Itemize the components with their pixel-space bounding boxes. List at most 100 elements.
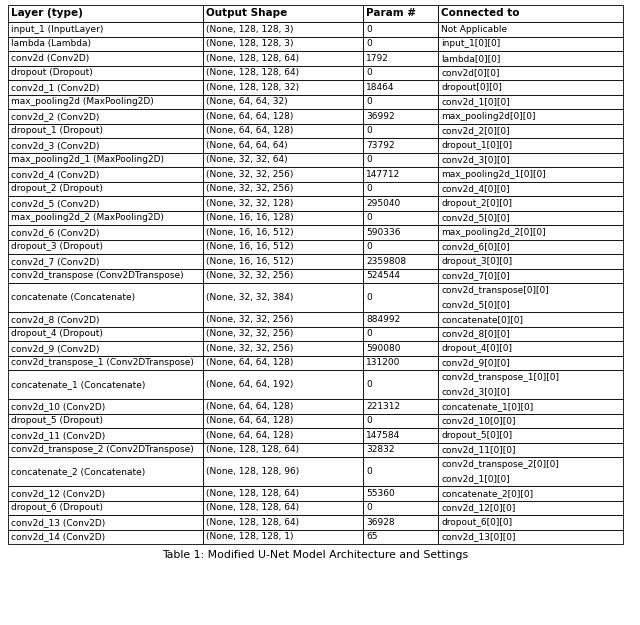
Bar: [363, 181, 438, 196]
Text: conv2d_10[0][0]: conv2d_10[0][0]: [441, 416, 515, 425]
Bar: [8, 94, 203, 109]
Text: 147712: 147712: [366, 170, 400, 179]
Bar: [363, 22, 438, 36]
Text: 0: 0: [366, 293, 372, 302]
Bar: [438, 239, 623, 254]
Bar: [363, 515, 438, 529]
Text: 0: 0: [366, 68, 372, 78]
Bar: [8, 428, 203, 442]
Text: dropout_6 (Dropout): dropout_6 (Dropout): [11, 503, 103, 512]
Bar: [438, 167, 623, 181]
Text: 884992: 884992: [366, 315, 400, 324]
Bar: [438, 269, 623, 283]
Bar: [203, 399, 363, 414]
Text: (None, 128, 128, 64): (None, 128, 128, 64): [206, 68, 299, 78]
Bar: [203, 138, 363, 152]
Text: conv2d_5[0][0]: conv2d_5[0][0]: [441, 213, 509, 222]
Bar: [363, 312, 438, 326]
Bar: [363, 196, 438, 211]
Bar: [438, 356, 623, 370]
Text: conv2d_9 (Conv2D): conv2d_9 (Conv2D): [11, 344, 99, 352]
Bar: [363, 211, 438, 225]
Text: (None, 16, 16, 512): (None, 16, 16, 512): [206, 228, 294, 237]
Text: conv2d_transpose (Conv2DTranspose): conv2d_transpose (Conv2DTranspose): [11, 271, 184, 280]
Bar: [438, 341, 623, 356]
Text: (None, 128, 128, 64): (None, 128, 128, 64): [206, 445, 299, 454]
Bar: [438, 399, 623, 414]
Bar: [203, 529, 363, 544]
Text: conv2d_6 (Conv2D): conv2d_6 (Conv2D): [11, 228, 99, 237]
Text: max_pooling2d[0][0]: max_pooling2d[0][0]: [441, 112, 536, 121]
Bar: [203, 94, 363, 109]
Text: 590336: 590336: [366, 228, 401, 237]
Bar: [8, 326, 203, 341]
Bar: [203, 80, 363, 94]
Bar: [363, 269, 438, 283]
Text: (None, 128, 128, 64): (None, 128, 128, 64): [206, 518, 299, 527]
Text: dropout_3[0][0]: dropout_3[0][0]: [441, 257, 512, 266]
Bar: [8, 22, 203, 36]
Text: (None, 64, 64, 128): (None, 64, 64, 128): [206, 416, 293, 425]
Bar: [203, 196, 363, 211]
Bar: [203, 109, 363, 124]
Text: conv2d_13[0][0]: conv2d_13[0][0]: [441, 532, 515, 541]
Text: 0: 0: [366, 39, 372, 48]
Text: 0: 0: [366, 126, 372, 135]
Bar: [8, 356, 203, 370]
Bar: [363, 341, 438, 356]
Bar: [363, 80, 438, 94]
Text: concatenate_2 (Concatenate): concatenate_2 (Concatenate): [11, 467, 145, 476]
Bar: [8, 414, 203, 428]
Text: conv2d_10 (Conv2D): conv2d_10 (Conv2D): [11, 402, 105, 411]
Text: 0: 0: [366, 155, 372, 164]
Bar: [363, 501, 438, 515]
Text: Table 1: Modified U-Net Model Architecture and Settings: Table 1: Modified U-Net Model Architectu…: [163, 550, 468, 560]
Text: (None, 128, 128, 64): (None, 128, 128, 64): [206, 54, 299, 62]
Bar: [8, 442, 203, 457]
Text: dropout_5 (Dropout): dropout_5 (Dropout): [11, 416, 103, 425]
Text: (None, 64, 64, 192): (None, 64, 64, 192): [206, 380, 293, 389]
Text: 1792: 1792: [366, 54, 389, 62]
Text: 73792: 73792: [366, 141, 395, 150]
Text: 55360: 55360: [366, 489, 395, 498]
Bar: [363, 5, 438, 22]
Bar: [8, 269, 203, 283]
Bar: [438, 181, 623, 196]
Text: (None, 64, 64, 128): (None, 64, 64, 128): [206, 431, 293, 440]
Bar: [438, 414, 623, 428]
Bar: [203, 326, 363, 341]
Bar: [8, 5, 203, 22]
Text: dropout_4 (Dropout): dropout_4 (Dropout): [11, 329, 103, 338]
Bar: [203, 124, 363, 138]
Bar: [363, 152, 438, 167]
Text: (None, 32, 32, 256): (None, 32, 32, 256): [206, 184, 293, 193]
Bar: [8, 225, 203, 239]
Bar: [203, 501, 363, 515]
Bar: [8, 501, 203, 515]
Text: 0: 0: [366, 329, 372, 338]
Bar: [8, 254, 203, 269]
Bar: [203, 312, 363, 326]
Text: max_pooling2d_1[0][0]: max_pooling2d_1[0][0]: [441, 170, 546, 179]
Text: conv2d_3[0][0]: conv2d_3[0][0]: [441, 155, 509, 164]
Bar: [8, 283, 203, 312]
Text: conv2d_5 (Conv2D): conv2d_5 (Conv2D): [11, 199, 99, 208]
Bar: [8, 529, 203, 544]
Text: (None, 32, 32, 128): (None, 32, 32, 128): [206, 199, 293, 208]
Bar: [203, 370, 363, 399]
Bar: [203, 211, 363, 225]
Bar: [8, 312, 203, 326]
Text: lambda (Lambda): lambda (Lambda): [11, 39, 91, 48]
Text: concatenate[0][0]: concatenate[0][0]: [441, 315, 523, 324]
Text: conv2d_7[0][0]: conv2d_7[0][0]: [441, 271, 509, 280]
Text: (None, 64, 64, 128): (None, 64, 64, 128): [206, 126, 293, 135]
Text: max_pooling2d_1 (MaxPooling2D): max_pooling2d_1 (MaxPooling2D): [11, 155, 164, 164]
Bar: [203, 428, 363, 442]
Text: 0: 0: [366, 242, 372, 251]
Text: conv2d (Conv2D): conv2d (Conv2D): [11, 54, 89, 62]
Bar: [203, 414, 363, 428]
Bar: [363, 529, 438, 544]
Bar: [438, 94, 623, 109]
Text: dropout_2[0][0]: dropout_2[0][0]: [441, 199, 512, 208]
Text: (None, 32, 32, 256): (None, 32, 32, 256): [206, 271, 293, 280]
